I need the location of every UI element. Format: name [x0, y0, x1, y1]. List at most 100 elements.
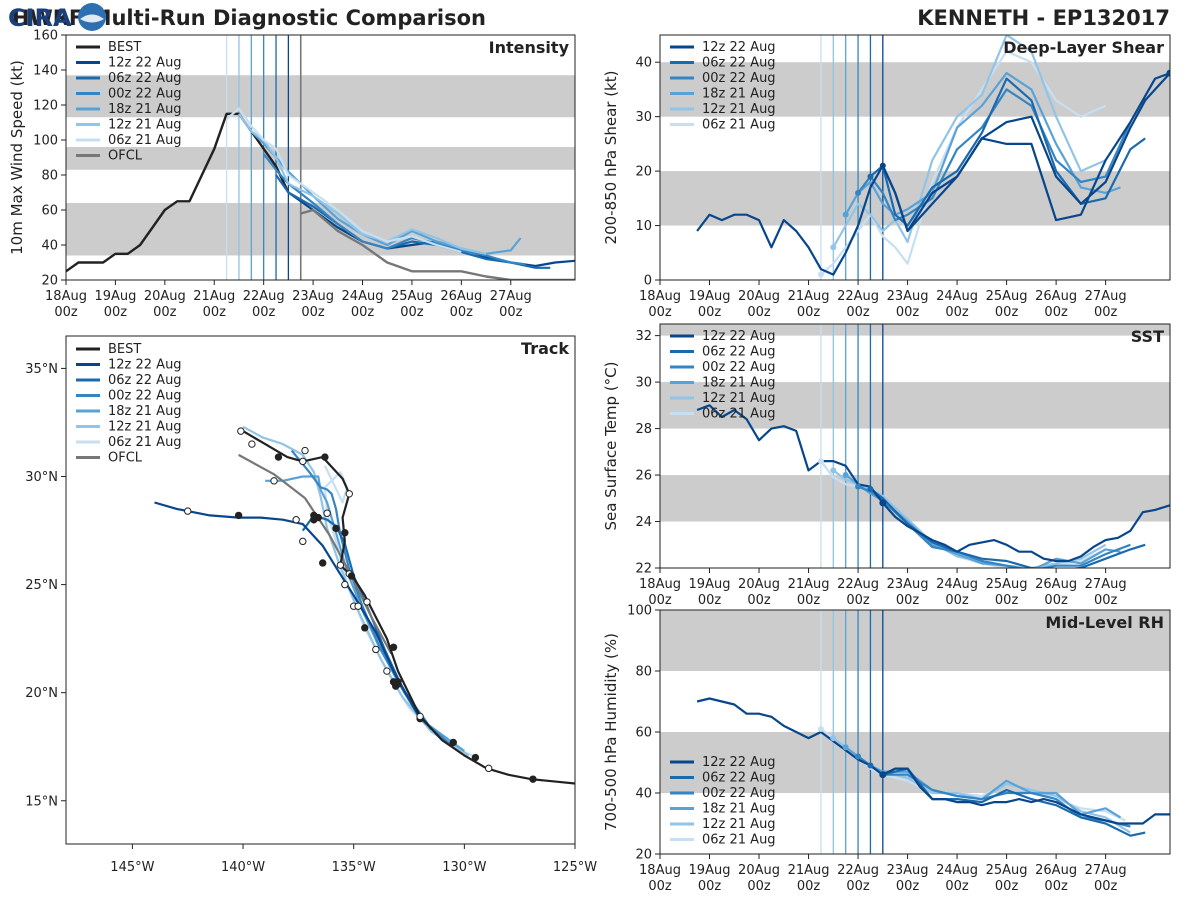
intensity-xtick-hour: 00z: [252, 305, 276, 320]
shear-xtick-hour: 00z: [648, 305, 672, 320]
sst-xtick-day: 24Aug: [936, 577, 978, 592]
track-legend-label: 06z 21 Aug: [108, 435, 182, 450]
sst-band-1: [660, 382, 1170, 429]
rh-xtick-hour: 00z: [1044, 879, 1068, 894]
sst-xtick-hour: 00z: [797, 593, 821, 608]
track-position-marker: [383, 667, 391, 675]
track-position-marker: [363, 598, 371, 606]
intensity-ytick-label: 160: [33, 29, 58, 44]
track-legend-label: OFCL: [108, 451, 143, 466]
sst-title: SST: [1131, 327, 1164, 346]
shear-xtick-hour: 00z: [846, 305, 870, 320]
track-position-marker: [484, 764, 493, 773]
shear-legend-label: 18z 21 Aug: [702, 87, 776, 102]
rh-title: Mid-Level RH: [1045, 613, 1164, 632]
intensity-ytick-label: 20: [41, 274, 58, 289]
sst-xtick-hour: 00z: [995, 593, 1019, 608]
sst-xtick-hour: 00z: [846, 593, 870, 608]
shear-current-point: [1166, 69, 1170, 77]
intensity-series-06z-21-aug: [225, 107, 462, 254]
rh-init-point: [842, 744, 849, 751]
shear-series-best_hist: [696, 72, 1170, 276]
rh-legend-label: 12z 22 Aug: [702, 755, 776, 770]
track-series-best: [242, 430, 575, 785]
track-ytick-label: 20°N: [25, 686, 58, 701]
shear-xtick-day: 24Aug: [936, 289, 978, 304]
rh-xtick-day: 24Aug: [936, 863, 978, 878]
shear-ytick-label: 30: [635, 110, 652, 125]
track-position-marker: [299, 457, 307, 466]
shear-series-12z-21-aug: [832, 35, 1107, 248]
track-position-marker: [361, 624, 369, 632]
track-legend-label: 06z 22 Aug: [108, 373, 182, 388]
track-series-06z-21-aug: [323, 465, 476, 759]
shear-init-point: [855, 189, 862, 196]
intensity-plot-area: [66, 35, 575, 280]
track-ytick-label: 25°N: [25, 578, 58, 593]
sst-xtick-hour: 00z: [648, 593, 672, 608]
shear-xtick-day: 27Aug: [1085, 289, 1127, 304]
shear-ytick-label: 20: [635, 165, 652, 180]
sst-xtick-hour: 00z: [1094, 593, 1118, 608]
intensity-xtick-hour: 00z: [450, 305, 474, 320]
sst-legend-label: 06z 22 Aug: [702, 345, 776, 360]
shear-xtick-hour: 00z: [1094, 305, 1118, 320]
track-position-marker: [341, 529, 349, 537]
shear-plot-area: [660, 35, 1170, 280]
intensity-legend-label: 06z 21 Aug: [108, 133, 182, 148]
sst-ytick-label: 24: [635, 515, 652, 530]
rh-xtick-hour: 00z: [797, 879, 821, 894]
intensity-xtick-hour: 00z: [104, 305, 128, 320]
rh-legend-label: 06z 22 Aug: [702, 771, 776, 786]
shear-xtick-day: 23Aug: [887, 289, 929, 304]
shear-xtick-day: 18Aug: [639, 289, 681, 304]
sst-ytick-label: 22: [635, 562, 652, 577]
sst-legend-label: 00z 22 Aug: [702, 360, 776, 375]
sst-xtick-day: 22Aug: [837, 577, 879, 592]
intensity-xtick-hour: 00z: [301, 305, 325, 320]
sst-init-point: [867, 485, 874, 492]
intensity-xtick-day: 26Aug: [440, 289, 482, 304]
shear-legend-label: 12z 21 Aug: [702, 102, 776, 117]
rh-panel: 2040608010018Aug00z19Aug00z20Aug00z21Aug…: [602, 604, 1171, 894]
track-legend-label: BEST: [108, 342, 141, 357]
intensity-xtick-hour: 00z: [203, 305, 227, 320]
shear-legend-label: 00z 22 Aug: [702, 71, 776, 86]
rh-ytick-label: 60: [635, 726, 652, 741]
shear-xtick-day: 26Aug: [1035, 289, 1077, 304]
rh-init-point: [879, 771, 886, 778]
track-position-marker: [248, 440, 256, 448]
sst-xtick-hour: 00z: [698, 593, 722, 608]
track-position-marker: [336, 561, 345, 569]
shear-ytick-label: 0: [644, 274, 652, 289]
rh-band-1: [660, 610, 1170, 671]
rh-xtick-hour: 00z: [846, 879, 870, 894]
sst-ytick-label: 30: [635, 376, 652, 391]
sst-ytick-label: 32: [635, 329, 652, 344]
intensity-ytick-label: 40: [41, 239, 58, 254]
shear-xtick-hour: 00z: [945, 305, 969, 320]
sst-band-0: [660, 475, 1170, 522]
sst-xtick-hour: 00z: [896, 593, 920, 608]
shear-ytick-label: 10: [635, 219, 652, 234]
intensity-legend-label: 18z 21 Aug: [108, 102, 182, 117]
intensity-ytick-label: 120: [33, 99, 58, 114]
shear-frame: [659, 34, 1171, 281]
shear-legend-label: 12z 22 Aug: [702, 40, 776, 55]
track-position-marker: [292, 516, 300, 524]
shear-xtick-hour: 00z: [896, 305, 920, 320]
sst-legend-label: 06z 21 Aug: [702, 407, 776, 422]
track-position-marker: [341, 580, 349, 589]
rh-plot-area: [660, 610, 1170, 854]
track-ytick-label: 35°N: [25, 362, 58, 377]
intensity-title: Intensity: [489, 38, 570, 57]
sst-init-point: [830, 467, 837, 474]
intensity-xtick-day: 25Aug: [391, 289, 433, 304]
track-xtick-label: 125°W: [553, 860, 597, 875]
sst-xtick-day: 23Aug: [887, 577, 929, 592]
shear-series-12z-22-aug: [881, 72, 1170, 233]
sst-xtick-day: 20Aug: [738, 577, 780, 592]
track-position-marker: [319, 559, 327, 567]
track-legend-label: 00z 22 Aug: [108, 389, 182, 404]
track-series-12z-21-aug: [242, 425, 470, 757]
